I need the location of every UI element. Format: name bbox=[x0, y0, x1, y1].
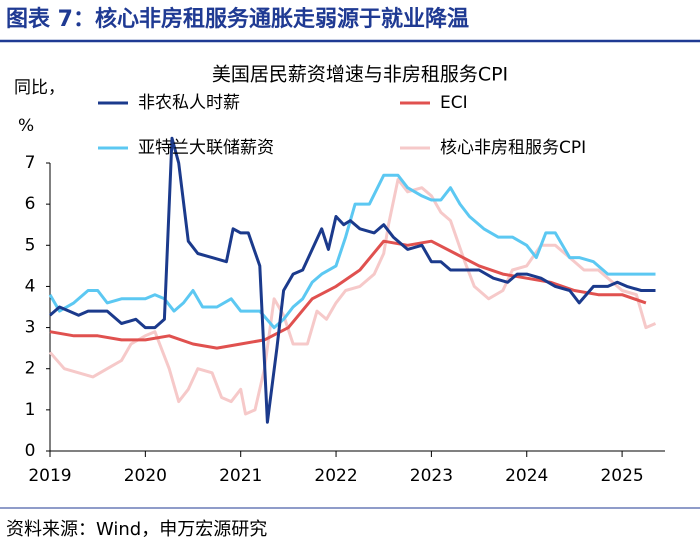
legend-label: 非农私人时薪 bbox=[138, 93, 240, 113]
y-label: 同比， bbox=[14, 78, 65, 98]
y-tick-label: 7 bbox=[25, 153, 36, 173]
x-tick-label: 2025 bbox=[600, 466, 643, 486]
series-line bbox=[48, 173, 656, 330]
x-tick-label: 2019 bbox=[28, 466, 71, 486]
source: 资料来源：Wind，申万宏源研究 bbox=[6, 519, 267, 540]
page-title: 图表 7：核心非房租服务通胀走弱源于就业降温 bbox=[6, 6, 469, 32]
series-line bbox=[48, 178, 657, 416]
series-line bbox=[49, 239, 647, 350]
x-tick-label: 2020 bbox=[124, 466, 167, 486]
y-label: % bbox=[18, 116, 34, 136]
series-line bbox=[49, 136, 656, 424]
y-tick-label: 2 bbox=[25, 359, 36, 379]
y-tick-label: 1 bbox=[25, 400, 36, 420]
legend-label: 亚特兰大联储薪资 bbox=[138, 138, 274, 158]
x-tick-label: 2021 bbox=[219, 466, 262, 486]
x-tick-label: 2024 bbox=[505, 466, 548, 486]
legend-label: ECI bbox=[440, 93, 468, 113]
y-tick-label: 4 bbox=[25, 276, 36, 296]
y-tick-label: 5 bbox=[25, 235, 36, 255]
x-tick-label: 2022 bbox=[314, 466, 357, 486]
chart-title: 美国居民薪资增速与非房租服务CPI bbox=[212, 64, 508, 86]
x-tick-label: 2023 bbox=[410, 466, 453, 486]
y-tick-label: 3 bbox=[25, 318, 36, 338]
y-tick-label: 0 bbox=[25, 441, 36, 461]
y-tick-label: 6 bbox=[25, 194, 36, 214]
legend-label: 核心非房租服务CPI bbox=[440, 138, 586, 158]
